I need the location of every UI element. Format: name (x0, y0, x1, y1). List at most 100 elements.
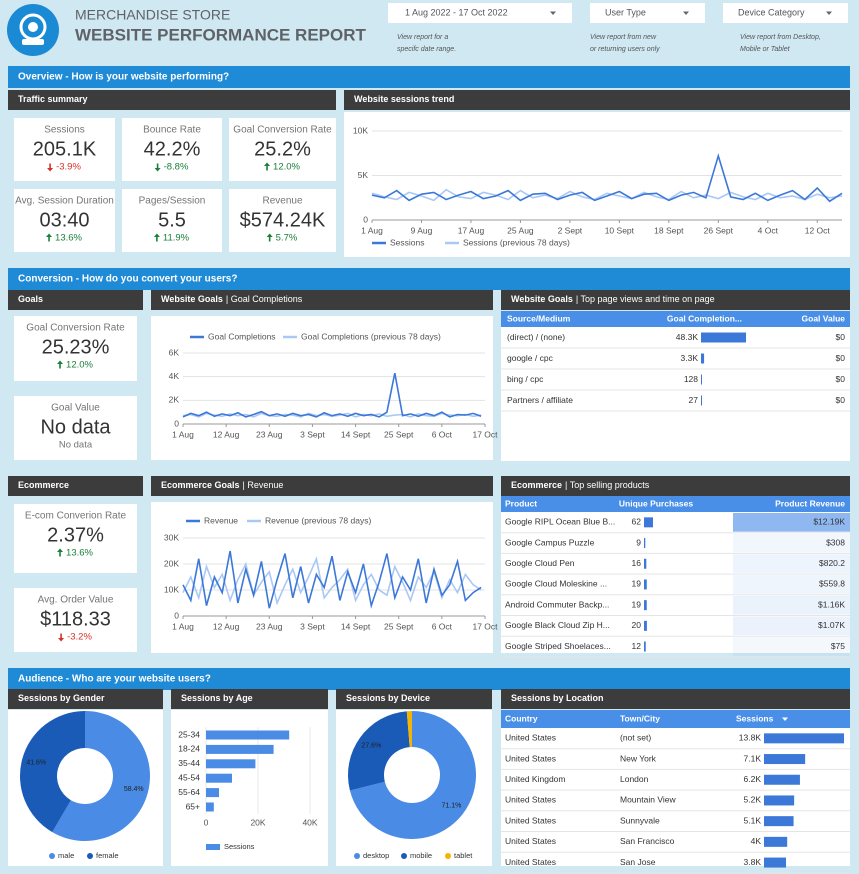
y-tick-label: 65+ (186, 801, 200, 811)
title-main: Website Goals (511, 294, 573, 304)
table-bar (644, 538, 646, 549)
table-bar (764, 733, 844, 744)
table-cell: Android Commuter Backp... (505, 599, 609, 609)
table-cell: 48.3K (676, 332, 699, 342)
y-tick-label: 6K (169, 347, 180, 357)
column-header: Source/Medium (507, 313, 571, 323)
delta-arrow (266, 233, 273, 242)
series-line (371, 153, 843, 203)
table-cell: London (620, 774, 649, 784)
kpi-card (229, 189, 336, 252)
slice-label: 71.1% (441, 803, 461, 810)
legend-label: Revenue (previous 78 days) (265, 515, 371, 525)
y-tick-label: 20K (164, 558, 179, 568)
title-main: Sessions by Device (346, 693, 430, 703)
table-header (501, 710, 850, 728)
table (501, 311, 850, 461)
y-tick-label: 2K (169, 395, 180, 405)
table-cell: 16 (632, 558, 642, 568)
y-tick-label: 10K (353, 125, 368, 135)
kpi-label: Sessions (44, 125, 85, 136)
x-tick-label: 25 Aug (507, 225, 534, 235)
column-header: Sessions (736, 713, 774, 723)
filter-note: View report from Desktop, (740, 34, 821, 41)
kpi-card (14, 588, 137, 652)
x-tick-label: 40K (302, 817, 317, 827)
bar (206, 788, 219, 798)
table-header (501, 496, 850, 512)
table-cell: google / cpc (507, 353, 554, 363)
x-tick-label: 3 Sept (300, 621, 325, 631)
legend-dot (354, 853, 360, 859)
slice-label: 58.4% (124, 786, 144, 793)
column-header: Product (505, 498, 537, 508)
column-header: Goal Value (802, 313, 846, 323)
filter-dropdown[interactable] (723, 3, 848, 23)
kpi-delta: 13.6% (66, 548, 93, 559)
title-sub: | Revenue (243, 480, 284, 490)
table-cell: $0 (836, 332, 846, 342)
legend-label: Goal Completions (208, 331, 276, 341)
table-bar (701, 353, 705, 364)
title-main: Website Goals (161, 294, 223, 304)
kpi-card (14, 316, 137, 381)
delta-arrow (57, 548, 64, 557)
kpi-delta: 12.0% (66, 360, 93, 371)
table-cell: Mountain View (620, 795, 676, 805)
filter-dropdown[interactable] (590, 3, 705, 23)
kpi-card (122, 118, 222, 181)
legend-label: tablet (454, 851, 473, 860)
title-bar (344, 90, 850, 110)
table-bar (644, 579, 647, 590)
delta-arrow (47, 163, 54, 172)
table-bar (644, 620, 647, 631)
panel-title: Sessions by Age (181, 693, 253, 703)
title-main: Ecommerce (18, 480, 69, 490)
table-bar (644, 517, 653, 528)
section-heading: Audience - Who are your website users? (18, 674, 211, 685)
table-cell: United States (505, 733, 556, 743)
x-tick-label: 10 Sept (605, 225, 635, 235)
column-header: Unique Purchases (619, 498, 693, 508)
x-tick-label: 3 Sept (300, 429, 325, 439)
table-cell: 6.2K (744, 774, 762, 784)
table-cell: 19 (632, 579, 642, 589)
title-main: Ecommerce (511, 480, 562, 490)
kpi-label: Pages/Session (139, 196, 206, 207)
table-cell: United States (505, 795, 556, 805)
x-tick-label: 23 Aug (256, 429, 283, 439)
table-bar (764, 774, 800, 785)
title-bar (501, 476, 850, 496)
delta-arrow (154, 163, 161, 172)
pie-slice (52, 711, 150, 841)
x-tick-label: 20K (250, 817, 265, 827)
table-cell: (not set) (620, 733, 651, 743)
title-sub: | Goal Completions (226, 294, 303, 304)
table-cell: $1.16K (818, 599, 845, 609)
kpi-card (14, 504, 137, 573)
title-bar (8, 290, 143, 310)
title-main: Traffic summary (18, 94, 88, 104)
header-title: MERCHANDISE STORE (75, 7, 230, 23)
heat-cell (733, 513, 850, 532)
table-cell: 27 (689, 395, 699, 405)
filter-label: Device Category (738, 7, 805, 17)
x-tick-label: 25 Sept (384, 621, 414, 631)
x-tick-label: 17 Oct (472, 621, 498, 631)
filter-label: 1 Aug 2022 - 17 Oct 2022 (405, 7, 508, 17)
table-bar (701, 395, 702, 406)
filter-dropdown[interactable] (388, 3, 572, 23)
x-tick-label: 0 (204, 817, 209, 827)
title-main: Sessions by Location (511, 693, 604, 703)
legend-label: Sessions (previous 78 days) (463, 237, 570, 247)
filter-note: View report from new (590, 34, 657, 41)
title-bar (8, 90, 336, 110)
bar (206, 773, 232, 783)
y-tick-label: 0 (174, 418, 179, 428)
x-tick-label: 1 Aug (172, 621, 194, 631)
x-tick-label: 9 Aug (411, 225, 433, 235)
y-tick-label: 30K (164, 532, 179, 542)
legend-label: Goal Completions (previous 78 days) (301, 331, 441, 341)
table-cell: $820.2 (819, 558, 845, 568)
